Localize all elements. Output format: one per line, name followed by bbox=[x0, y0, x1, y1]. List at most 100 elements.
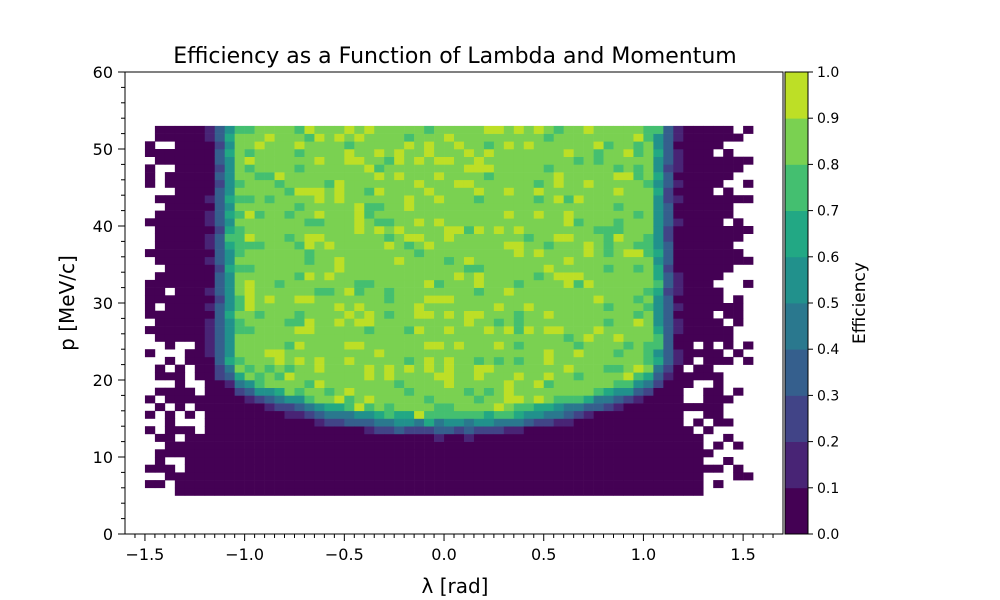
heatmap-cell bbox=[563, 356, 574, 365]
heatmap-cell bbox=[493, 210, 505, 219]
heatmap-cell bbox=[294, 318, 305, 327]
heatmap-cell bbox=[743, 256, 754, 265]
heatmap-cell bbox=[583, 218, 594, 227]
heatmap-cell bbox=[254, 441, 265, 450]
heatmap-cell bbox=[254, 433, 265, 442]
heatmap-cell bbox=[284, 403, 295, 412]
heatmap-cell bbox=[563, 226, 574, 234]
y-tick-label: 40 bbox=[93, 217, 113, 236]
heatmap-cell bbox=[314, 226, 325, 234]
heatmap-cell bbox=[224, 426, 235, 435]
heatmap-cell bbox=[274, 179, 285, 188]
heatmap-cell bbox=[673, 395, 684, 404]
heatmap-cell bbox=[613, 125, 624, 134]
heatmap-cell bbox=[304, 272, 315, 281]
heatmap-cell bbox=[663, 433, 674, 442]
heatmap-cell bbox=[553, 272, 564, 281]
heatmap-cell bbox=[533, 464, 545, 473]
heatmap-cell bbox=[414, 287, 425, 296]
heatmap-cell bbox=[364, 464, 375, 473]
heatmap-cell bbox=[683, 210, 694, 219]
heatmap-cell bbox=[643, 149, 654, 157]
heatmap-cell bbox=[364, 187, 375, 196]
heatmap-cell bbox=[164, 303, 176, 311]
heatmap-cell bbox=[543, 233, 554, 242]
heatmap-cell bbox=[543, 387, 554, 396]
heatmap-cell bbox=[304, 426, 315, 435]
heatmap-cell bbox=[543, 141, 554, 150]
heatmap-cell bbox=[563, 349, 574, 358]
heatmap-cell bbox=[164, 326, 176, 335]
heatmap-cell bbox=[593, 141, 604, 150]
heatmap-cell bbox=[334, 449, 345, 458]
heatmap-cell bbox=[284, 364, 295, 373]
heatmap-cell bbox=[244, 133, 255, 142]
heatmap-cell bbox=[374, 156, 385, 165]
heatmap-cell bbox=[264, 141, 275, 150]
heatmap-cell bbox=[404, 318, 415, 327]
heatmap-cell bbox=[693, 187, 704, 196]
heatmap-cell bbox=[254, 202, 265, 211]
heatmap-cell bbox=[264, 403, 275, 412]
heatmap-cell bbox=[473, 418, 485, 427]
heatmap-cell bbox=[563, 195, 574, 204]
heatmap-cell bbox=[284, 210, 295, 219]
colorbar-segment bbox=[785, 164, 808, 211]
heatmap-cell bbox=[693, 372, 704, 381]
heatmap-cell bbox=[294, 149, 305, 157]
heatmap-cell bbox=[304, 149, 315, 157]
heatmap-cell bbox=[663, 326, 674, 335]
heatmap-cell bbox=[204, 356, 216, 365]
heatmap-cell bbox=[563, 141, 574, 150]
heatmap-cell bbox=[204, 441, 216, 450]
heatmap-cell bbox=[394, 195, 405, 204]
heatmap-cell bbox=[174, 256, 186, 265]
heatmap-cell bbox=[384, 149, 395, 157]
heatmap-cell bbox=[224, 125, 235, 134]
heatmap-cell bbox=[394, 241, 405, 250]
heatmap-cell bbox=[643, 125, 654, 134]
heatmap-cell bbox=[294, 125, 305, 134]
heatmap-cell bbox=[503, 418, 515, 427]
heatmap-cell bbox=[394, 380, 405, 388]
heatmap-cell bbox=[294, 480, 305, 489]
heatmap-cell bbox=[374, 218, 385, 227]
heatmap-cell bbox=[533, 303, 545, 311]
heatmap-cell bbox=[493, 125, 505, 134]
heatmap-cell bbox=[434, 264, 445, 273]
heatmap-cell bbox=[404, 387, 415, 396]
heatmap-cell bbox=[543, 457, 554, 465]
heatmap-cell bbox=[354, 202, 365, 211]
heatmap-cell bbox=[354, 295, 365, 304]
heatmap-cell bbox=[354, 449, 365, 458]
heatmap-cell bbox=[274, 218, 285, 227]
heatmap-cell bbox=[364, 403, 375, 412]
heatmap-cell bbox=[294, 179, 305, 188]
heatmap-cell bbox=[304, 164, 315, 173]
y-tick-label: 30 bbox=[93, 294, 113, 313]
colorbar-label: Efficiency bbox=[850, 262, 870, 344]
heatmap-cell bbox=[364, 457, 375, 465]
heatmap-cell bbox=[364, 487, 375, 496]
heatmap-cell bbox=[593, 256, 604, 265]
heatmap-cell bbox=[454, 279, 465, 288]
heatmap-cell bbox=[174, 272, 186, 281]
heatmap-cell bbox=[463, 387, 475, 396]
heatmap-cell bbox=[603, 310, 614, 319]
heatmap-cell bbox=[703, 410, 714, 419]
heatmap-cell bbox=[434, 202, 445, 211]
heatmap-cell bbox=[184, 356, 196, 365]
heatmap-cell bbox=[374, 249, 385, 258]
heatmap-cell bbox=[703, 333, 714, 342]
heatmap-cell bbox=[154, 457, 166, 465]
heatmap-cell bbox=[434, 349, 445, 358]
heatmap-cell bbox=[493, 449, 505, 458]
heatmap-cell bbox=[473, 372, 485, 381]
heatmap-cell bbox=[713, 387, 724, 396]
heatmap-cell bbox=[404, 218, 415, 227]
heatmap-cell bbox=[214, 287, 225, 296]
heatmap-cell bbox=[603, 395, 614, 404]
heatmap-cell bbox=[354, 264, 365, 273]
heatmap-cell bbox=[673, 364, 684, 373]
heatmap-cell bbox=[274, 149, 285, 157]
